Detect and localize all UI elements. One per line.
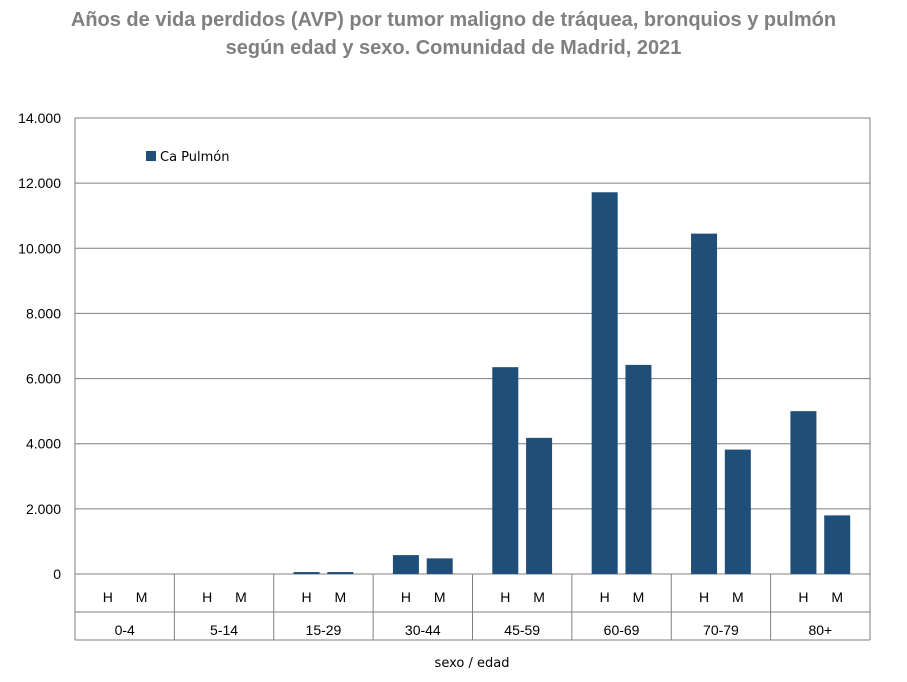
x-tick-label-age: 45-59: [504, 622, 540, 638]
bar: [392, 555, 419, 574]
x-tick-label-sex: M: [533, 589, 545, 605]
x-tick-label-sex: H: [500, 589, 510, 605]
x-tick-label-age: 5-14: [210, 622, 238, 638]
x-tick-label-age: 70-79: [703, 622, 739, 638]
x-tick-label-sex: M: [334, 589, 346, 605]
x-tick-label-age: 80+: [808, 622, 832, 638]
y-tick-label: 6.000: [26, 371, 61, 387]
x-tick-label-sex: M: [434, 589, 446, 605]
bar: [724, 449, 751, 574]
y-tick-label: 0: [53, 566, 61, 582]
x-tick-label-sex: H: [798, 589, 808, 605]
y-axis-tick-labels: 0 2.000 4.000 6.000 8.000 10.000 12.000 14.000: [18, 110, 61, 582]
x-axis-label: sexo / edad: [435, 656, 510, 671]
y-tick-label: 14.000: [18, 110, 61, 126]
x-axis-category-table: H M 0-4 H M 5-14 H M 15-29 H M 30-44 H M 45-59 H M 60-69 H…: [74, 574, 871, 641]
x-tick-label-sex: H: [103, 589, 113, 605]
bar: [790, 411, 817, 574]
bar: [293, 572, 320, 574]
bars: [293, 192, 851, 574]
x-tick-label-sex: H: [301, 589, 311, 605]
bar: [426, 558, 453, 574]
x-tick-label-sex: M: [831, 589, 843, 605]
chart-title-line-1: Años de vida perdidos (AVP) por tumor ma…: [70, 9, 837, 31]
y-tick-label: 2.000: [26, 501, 61, 517]
x-tick-label-sex: H: [202, 589, 212, 605]
x-tick-label-age: 30-44: [405, 622, 441, 638]
x-tick-label-age: 60-69: [604, 622, 640, 638]
x-tick-label-sex: M: [136, 589, 148, 605]
x-tick-label-sex: H: [401, 589, 411, 605]
bar: [824, 515, 851, 574]
x-tick-label-sex: H: [699, 589, 709, 605]
chart-title-line-2: según edad y sexo. Comunidad de Madrid, …: [225, 37, 682, 59]
y-tick-label: 12.000: [18, 175, 61, 191]
x-tick-label-sex: M: [633, 589, 645, 605]
y-tick-label: 8.000: [26, 305, 61, 321]
bar: [327, 572, 354, 574]
bar: [492, 367, 519, 574]
legend: Ca Pulmón: [146, 150, 230, 165]
bar: [526, 437, 553, 574]
y-tick-label: 4.000: [26, 436, 61, 452]
bar: [691, 233, 718, 574]
legend-swatch: [146, 151, 156, 161]
x-tick-label-age: 0-4: [115, 622, 135, 638]
chart-title: Años de vida perdidos (AVP) por tumor ma…: [0, 6, 907, 62]
y-tick-label: 10.000: [18, 240, 61, 256]
legend-label: Ca Pulmón: [160, 150, 230, 165]
x-tick-label-age: 15-29: [306, 622, 342, 638]
bar: [591, 192, 618, 574]
x-tick-label-sex: H: [600, 589, 610, 605]
bar: [625, 364, 652, 574]
x-tick-label-sex: M: [732, 589, 744, 605]
x-tick-label-sex: M: [235, 589, 247, 605]
